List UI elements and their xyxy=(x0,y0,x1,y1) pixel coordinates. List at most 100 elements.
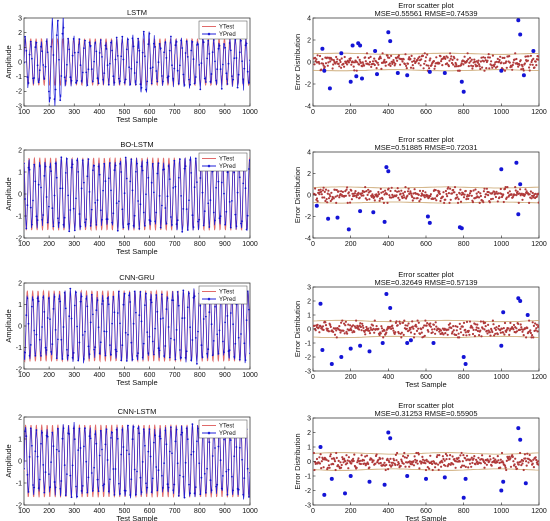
error-outlier-point xyxy=(386,169,391,174)
ypred-marker xyxy=(50,45,52,48)
y-tick-label: 0 xyxy=(307,459,311,466)
ypred-marker xyxy=(154,220,157,223)
error-point xyxy=(373,63,376,67)
error-point xyxy=(387,187,390,190)
ypred-marker xyxy=(216,68,219,71)
error-point xyxy=(333,460,337,463)
error-point xyxy=(503,187,507,190)
ypred-marker xyxy=(214,447,216,449)
ypred-marker xyxy=(208,226,211,228)
ypred-marker xyxy=(49,97,51,99)
ypred-marker xyxy=(128,453,131,455)
error-point xyxy=(366,193,369,196)
ypred-marker xyxy=(71,464,74,467)
error-point xyxy=(536,330,539,333)
error-point xyxy=(422,67,425,70)
error-outlier-point xyxy=(388,306,393,310)
ypred-marker xyxy=(103,483,106,486)
ypred-marker xyxy=(38,338,41,341)
ypred-marker xyxy=(233,455,236,458)
ypred-marker xyxy=(38,69,41,72)
ypred-marker xyxy=(183,84,186,86)
error-point xyxy=(465,334,468,337)
error-point xyxy=(423,62,426,65)
error-point xyxy=(333,333,337,336)
chart-title: Error scatter plot xyxy=(398,135,454,144)
error-point xyxy=(405,456,408,459)
error-point xyxy=(404,465,407,468)
ypred-marker xyxy=(191,214,194,217)
error-outlier-point xyxy=(386,30,391,35)
ypred-marker xyxy=(197,427,199,430)
error-point xyxy=(513,463,516,466)
error-point xyxy=(400,189,403,192)
error-point xyxy=(432,323,435,326)
error-point xyxy=(443,459,446,462)
ypred-marker xyxy=(53,296,56,298)
y-tick-label: 2 xyxy=(307,171,311,178)
ypred-marker xyxy=(249,59,250,62)
error-point xyxy=(505,60,508,63)
error-outlier-point xyxy=(442,475,447,480)
ypred-marker xyxy=(194,486,197,488)
error-point xyxy=(492,323,495,326)
ypred-marker xyxy=(140,320,143,323)
error-point xyxy=(327,464,331,467)
error-point xyxy=(402,194,405,197)
ypred-marker xyxy=(185,427,188,430)
error-point xyxy=(415,459,419,462)
ypred-marker xyxy=(66,158,68,160)
x-tick-label: 100 xyxy=(18,372,30,379)
ypred-marker xyxy=(122,303,125,306)
error-point xyxy=(473,335,476,338)
ypred-marker xyxy=(219,68,222,70)
ypred-marker xyxy=(130,478,133,481)
ypred-marker xyxy=(217,445,220,448)
error-point xyxy=(361,322,364,325)
error-point xyxy=(326,56,329,59)
x-tick-label: 500 xyxy=(119,241,131,248)
ypred-marker xyxy=(122,446,125,448)
ypred-marker xyxy=(248,81,250,84)
error-point xyxy=(329,325,332,328)
ypred-marker xyxy=(68,433,71,435)
ypred-marker xyxy=(233,356,236,358)
x-tick-label: 800 xyxy=(194,508,206,515)
ypred-marker xyxy=(159,318,162,320)
ypred-marker xyxy=(130,67,133,70)
ypred-marker xyxy=(155,211,158,214)
ypred-marker xyxy=(31,305,33,308)
error-point xyxy=(406,324,409,327)
error-point xyxy=(313,324,316,327)
ypred-marker xyxy=(115,428,118,431)
x-tick-label: 1000 xyxy=(242,109,258,116)
error-point xyxy=(402,321,405,324)
ypred-marker xyxy=(92,169,94,172)
error-point xyxy=(423,52,426,55)
error-point xyxy=(537,324,539,327)
error-point xyxy=(396,59,399,62)
ypred-marker xyxy=(115,350,118,353)
ypred-marker xyxy=(52,225,55,228)
ypred-marker xyxy=(96,478,99,481)
error-outlier-point xyxy=(499,343,504,348)
ypred-marker xyxy=(131,438,134,440)
error-point xyxy=(350,189,353,192)
ypred-marker xyxy=(232,323,235,326)
error-point xyxy=(501,56,504,60)
y-tick-label: -4 xyxy=(305,103,311,110)
error-point xyxy=(412,460,415,463)
error-point xyxy=(403,319,406,322)
error-point xyxy=(313,451,315,455)
error-point xyxy=(428,67,431,70)
error-point xyxy=(319,453,322,456)
y-tick-label: 0 xyxy=(18,191,22,198)
error-point xyxy=(464,189,467,193)
ypred-marker xyxy=(245,319,248,321)
upper-bound-line xyxy=(313,52,539,55)
error-point xyxy=(362,326,365,329)
error-point xyxy=(329,195,332,198)
error-point xyxy=(471,201,475,204)
ypred-marker xyxy=(78,213,81,215)
